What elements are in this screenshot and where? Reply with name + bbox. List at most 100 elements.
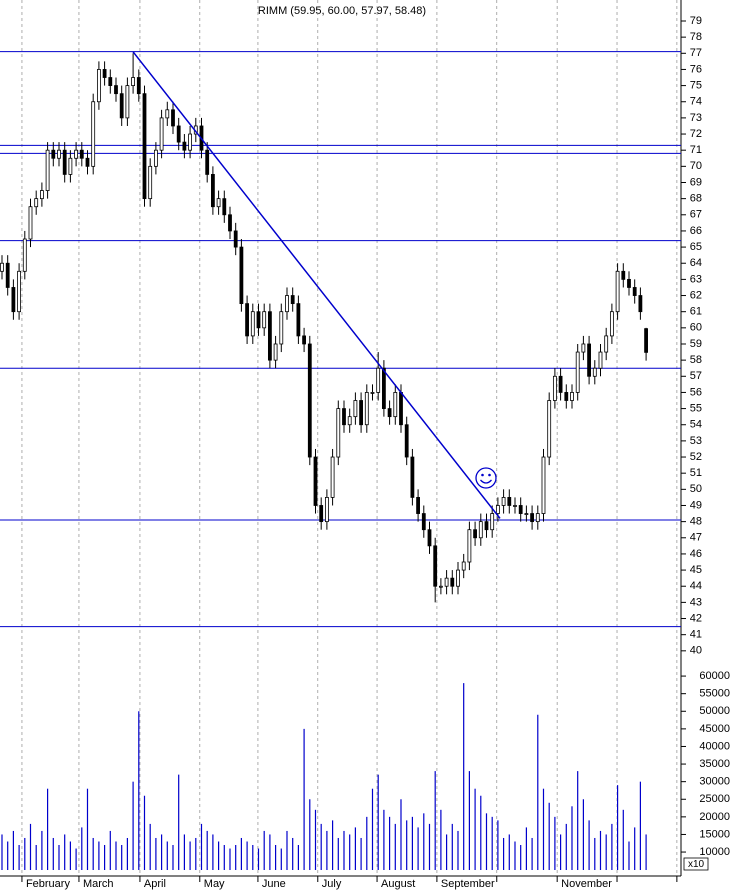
y-tick-label: 71 <box>690 144 702 156</box>
candle-body <box>142 93 147 200</box>
y-tick-label: 47 <box>690 532 702 544</box>
y-tick-label: 40 <box>690 645 702 657</box>
candle-body <box>228 214 232 232</box>
x-tick-label: June <box>262 878 286 890</box>
candle-body <box>319 505 324 523</box>
x-tick-label: August <box>381 878 415 890</box>
candle-body <box>370 392 375 394</box>
candle-body <box>564 392 569 401</box>
y-tick-label: 68 <box>690 193 702 205</box>
candle-body <box>427 529 432 547</box>
candle-body <box>273 343 278 361</box>
candle-body <box>541 456 546 514</box>
candle-body <box>330 456 335 498</box>
y-tick-label: 55 <box>690 402 702 414</box>
candle-body <box>570 392 574 401</box>
volume-tick-label: 35000 <box>699 758 730 770</box>
candle-body <box>39 190 44 200</box>
candle-body <box>5 262 10 288</box>
candle-body <box>376 367 381 393</box>
candle-body <box>433 545 438 587</box>
candle-body <box>153 149 158 167</box>
x-tick-label: July <box>322 878 342 890</box>
candle-body <box>518 505 523 514</box>
candle-body <box>148 165 153 200</box>
candle-body <box>558 375 563 393</box>
candle-body <box>285 295 289 313</box>
unit-box <box>683 857 709 871</box>
candle-body <box>387 408 392 418</box>
candle-body <box>313 456 318 506</box>
candle-body <box>188 133 192 151</box>
candle-body <box>587 343 591 377</box>
candle-body <box>507 497 512 506</box>
y-tick-label: 46 <box>690 548 702 560</box>
candle-body <box>210 174 215 208</box>
candle-body <box>74 149 78 159</box>
candle-body <box>245 303 249 337</box>
volume-tick-label: 25000 <box>699 793 730 805</box>
y-tick-label: 77 <box>690 47 702 59</box>
y-tick-label: 73 <box>690 112 702 124</box>
y-tick-label: 59 <box>690 338 702 350</box>
volume-tick-label: 60000 <box>699 670 730 682</box>
candle-body <box>91 101 96 167</box>
candle-body <box>57 149 61 159</box>
candle-body <box>17 270 21 313</box>
y-tick-label: 64 <box>690 257 702 269</box>
candle-body <box>171 109 175 127</box>
candle-body <box>302 335 306 345</box>
volume-tick-label: 55000 <box>699 688 730 700</box>
candle-body <box>621 270 626 280</box>
y-tick-label: 62 <box>690 289 702 301</box>
y-tick-label: 74 <box>690 96 702 108</box>
candle-body <box>205 149 210 175</box>
y-tick-label: 70 <box>690 160 702 172</box>
y-tick-label: 42 <box>690 612 702 624</box>
volume-tick-label: 50000 <box>699 705 730 717</box>
candle-body <box>114 85 118 95</box>
candle-body <box>347 416 352 426</box>
candle-body <box>473 529 477 539</box>
y-tick-label: 60 <box>690 322 702 334</box>
candle-body <box>495 505 500 514</box>
y-tick-label: 45 <box>690 564 702 576</box>
candle-body <box>136 77 141 95</box>
candle-body <box>438 585 443 588</box>
candle-body <box>108 77 113 86</box>
y-tick-label: 72 <box>690 128 702 140</box>
candle-body <box>547 400 552 458</box>
candle-body <box>22 238 27 272</box>
candle-body <box>233 230 238 248</box>
candle-body <box>28 206 33 240</box>
candle-body <box>119 93 124 119</box>
volume-unit: x10 <box>688 859 705 870</box>
candle-body <box>262 311 267 329</box>
candle-body <box>644 328 648 353</box>
candle-body <box>552 375 557 401</box>
candle-body <box>513 505 517 507</box>
y-tick-label: 63 <box>690 273 702 285</box>
candle-body <box>125 85 130 119</box>
x-tick-label: November <box>561 878 612 890</box>
candle-body <box>478 521 483 539</box>
candle-body <box>256 311 261 329</box>
candle-body <box>450 577 455 587</box>
y-tick-label: 52 <box>690 451 702 463</box>
candle-body <box>159 117 164 151</box>
y-tick-label: 41 <box>690 629 702 641</box>
candle-body <box>102 69 107 78</box>
candle-body <box>399 392 403 426</box>
y-tick-label: 76 <box>690 63 702 75</box>
candle-body <box>176 125 181 143</box>
x-tick-label: May <box>204 878 225 890</box>
candle-body <box>182 141 187 151</box>
candle-body <box>393 392 398 418</box>
y-tick-label: 54 <box>690 419 702 431</box>
candle-body <box>342 408 346 426</box>
y-tick-label: 78 <box>690 31 702 43</box>
x-tick-label: April <box>144 878 166 890</box>
